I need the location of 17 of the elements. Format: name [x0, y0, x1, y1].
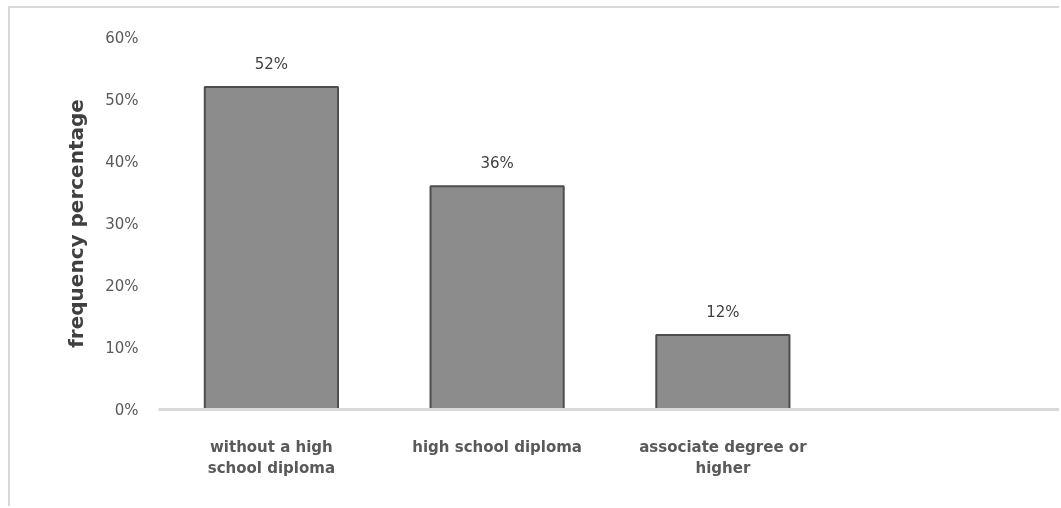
- y-tick-label: 60%: [105, 28, 139, 47]
- data-label: 36%: [480, 154, 514, 173]
- y-tick-label: 20%: [105, 276, 139, 295]
- y-axis-title: frequency percentage: [64, 99, 89, 348]
- x-tick-label: associate degree or higher: [639, 437, 808, 478]
- data-label: 12%: [706, 303, 740, 322]
- bar: [203, 86, 339, 410]
- y-tick-label: 0%: [114, 400, 139, 419]
- x-tick-label: high school diploma: [412, 437, 582, 456]
- bar: [429, 185, 565, 410]
- bar: [655, 334, 791, 410]
- y-tick-label: 40%: [105, 152, 139, 171]
- y-tick-label: 50%: [105, 90, 139, 109]
- x-tick-label: without a high school diploma: [207, 437, 336, 478]
- data-label: 52%: [254, 55, 289, 74]
- y-tick-label: 10%: [105, 338, 139, 357]
- y-tick-label: 30%: [105, 214, 139, 233]
